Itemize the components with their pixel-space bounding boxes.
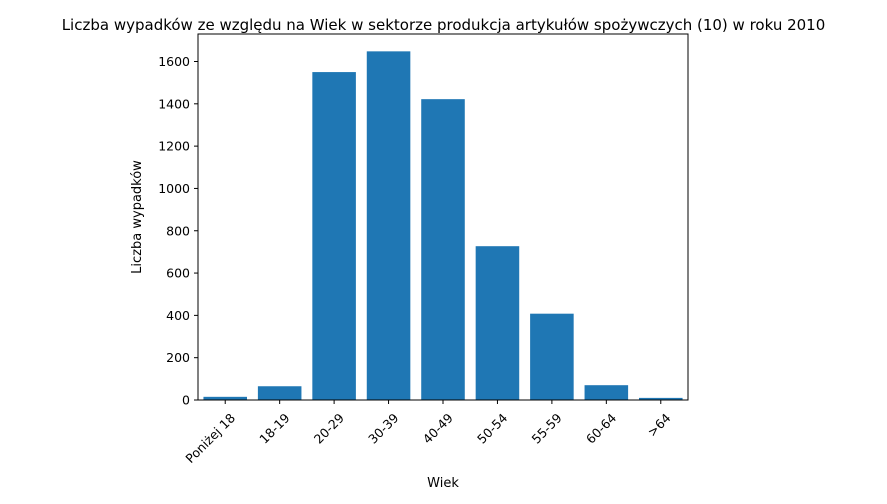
x-tick-label-7: 60-64 xyxy=(583,410,619,446)
y-tick-label-1: 200 xyxy=(166,350,190,365)
x-tick-label-4: 40-49 xyxy=(420,410,456,446)
x-tick-label-8: >64 xyxy=(644,410,673,439)
y-tick-label-2: 400 xyxy=(166,308,190,323)
y-tick-label-4: 800 xyxy=(166,223,190,238)
bar-3 xyxy=(366,51,411,401)
x-tick-label-5: 50-54 xyxy=(474,410,510,446)
x-axis: Poniżej 18 18-19 20-29 30-39 40-49 50-54 55-59… xyxy=(182,400,674,466)
bar-5 xyxy=(475,246,520,400)
x-tick-label-2: 20-29 xyxy=(311,410,347,446)
bars-group xyxy=(203,51,683,401)
y-tick-label-3: 600 xyxy=(166,266,190,281)
bar-6 xyxy=(530,313,574,400)
y-tick-label-5: 1000 xyxy=(158,181,190,196)
x-tick-label-3: 30-39 xyxy=(365,410,401,446)
bar-4 xyxy=(421,99,465,400)
y-tick-label-8: 1600 xyxy=(158,54,190,69)
plot-frame xyxy=(197,33,689,401)
bar-2 xyxy=(312,72,356,400)
y-axis-label: Liczba wypadków xyxy=(130,160,145,274)
x-tick-label-6: 55-59 xyxy=(528,410,564,446)
x-tick-label-1: 18-19 xyxy=(256,410,292,446)
bar-7 xyxy=(584,385,629,400)
y-axis: 0 200 400 600 800 1000 1200 1400 1600 xyxy=(158,54,198,408)
x-tick-label-0: Poniżej 18 xyxy=(182,410,238,466)
x-axis-label: Wiek xyxy=(427,476,459,491)
bar-8 xyxy=(639,397,683,400)
bar-0 xyxy=(203,396,247,400)
y-tick-label-0: 0 xyxy=(182,393,190,408)
chart-title: Liczba wypadków ze względu na Wiek w sek… xyxy=(62,16,826,34)
bar-1 xyxy=(257,386,302,400)
y-tick-label-6: 1200 xyxy=(158,139,190,154)
y-tick-label-7: 1400 xyxy=(158,96,190,111)
